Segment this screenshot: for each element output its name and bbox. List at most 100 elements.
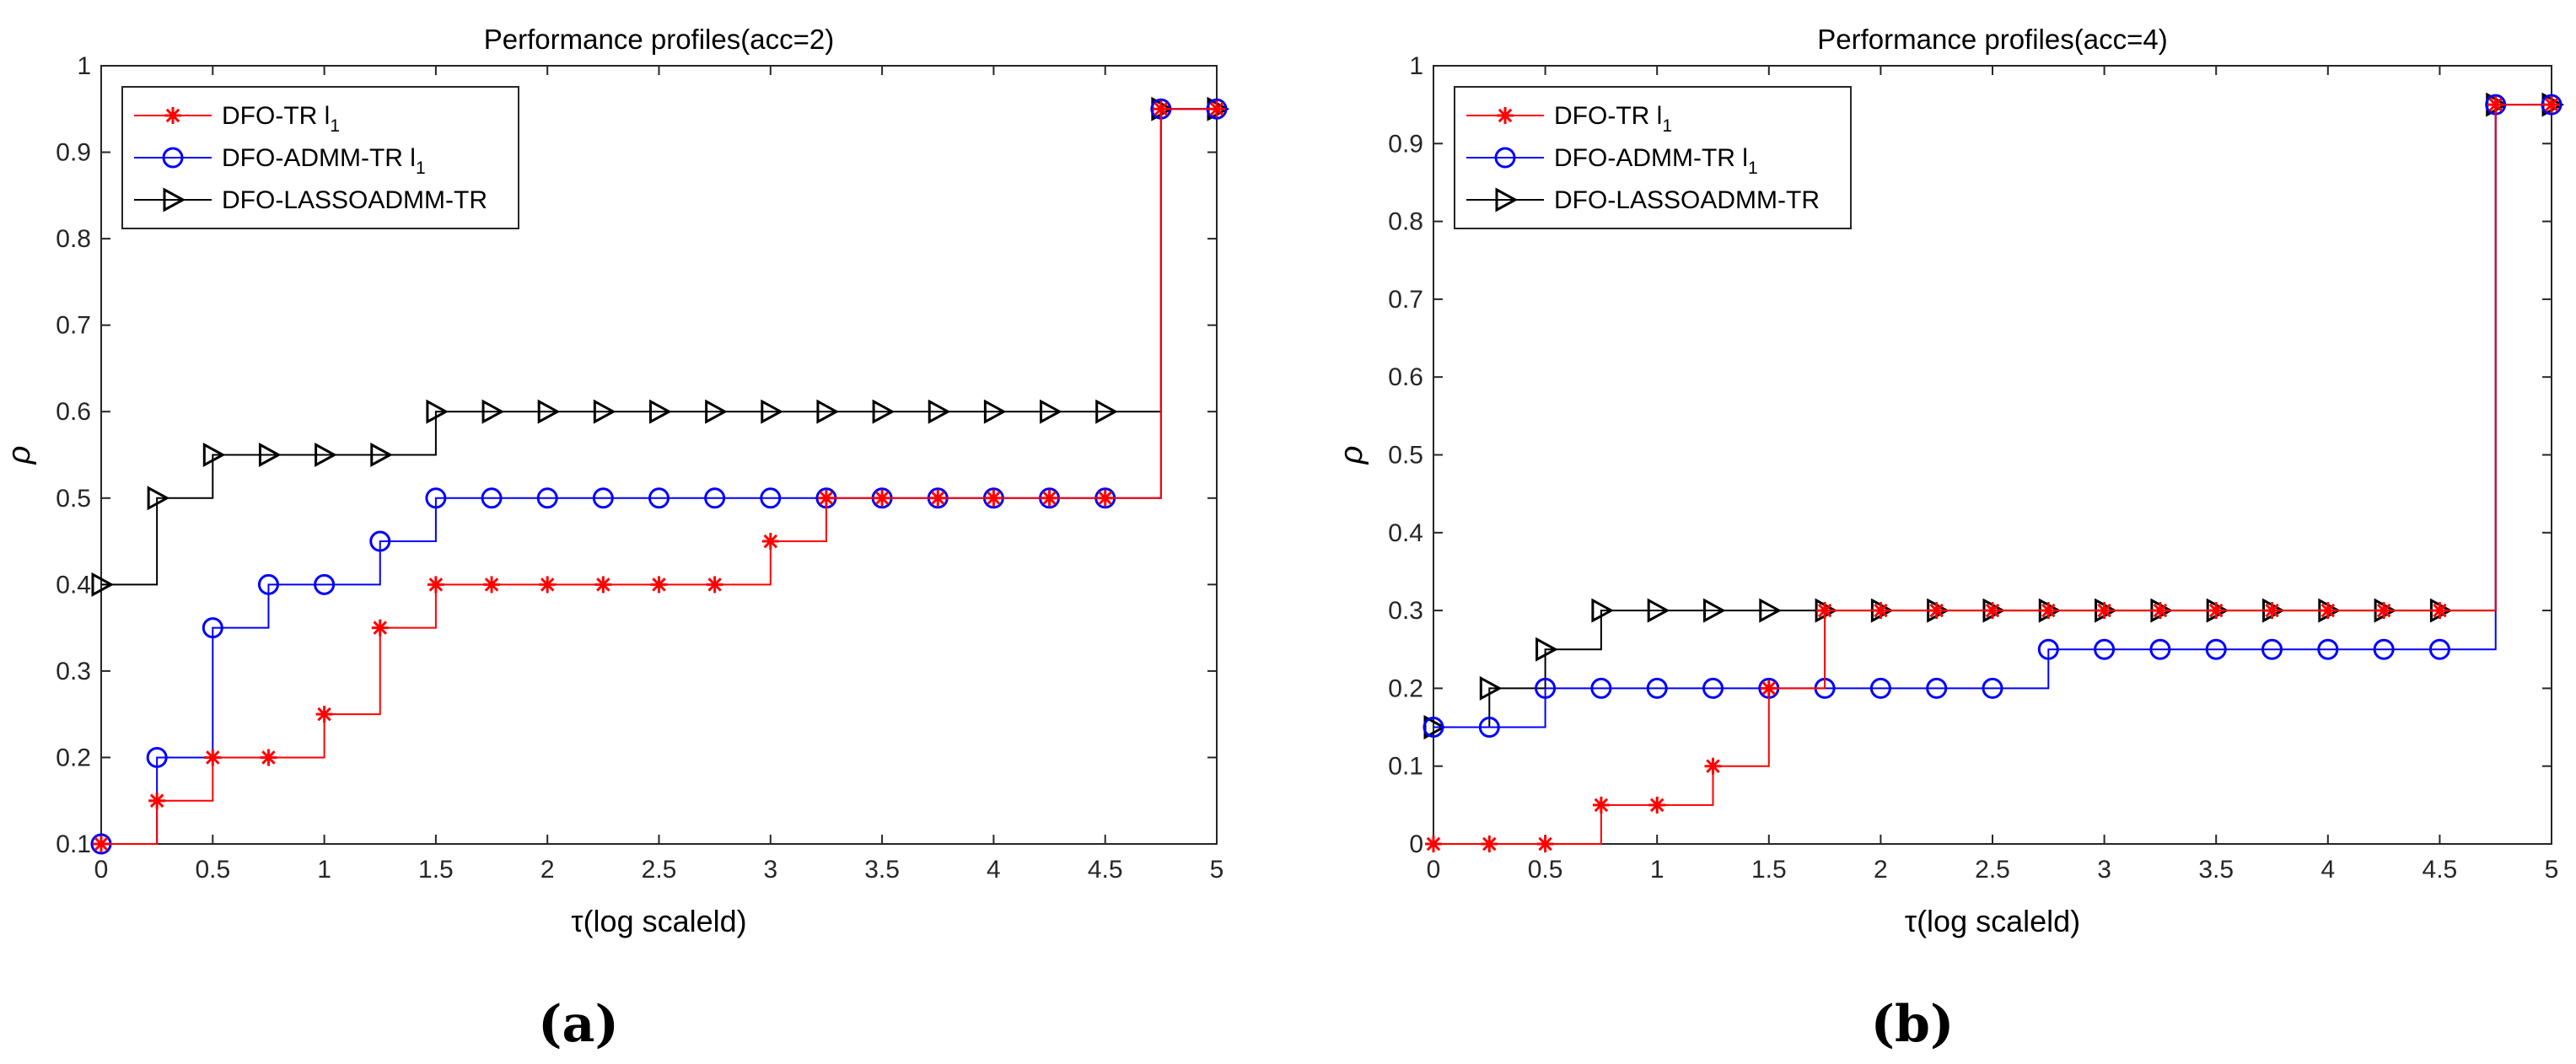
legend-label-main: DFO-ADMM-TR l [222, 144, 416, 172]
data-point-triangle-right [872, 399, 895, 424]
data-point-triangle-right [816, 399, 840, 424]
x-tick-label: 1.5 [418, 856, 454, 884]
data-point-triangle-right [1535, 637, 1558, 662]
data-point-circle [2373, 638, 2395, 660]
legend-label-main: DFO-TR l [222, 102, 330, 130]
legend-label: DFO-LASSOADMM-TR [222, 186, 487, 214]
y-tick-label: 0 [1409, 830, 1423, 858]
y-tick-label: 0.1 [56, 830, 91, 858]
data-point-triangle-right [202, 442, 226, 468]
data-point-triangle-right [1759, 598, 1782, 623]
data-point-asterisk [2431, 602, 2449, 620]
data-point-triangle-right [1703, 598, 1726, 623]
series-asterisk [1425, 96, 2560, 852]
x-tick-label: 2 [1874, 856, 1888, 884]
data-point-asterisk [1704, 757, 1722, 775]
data-point-asterisk [204, 749, 222, 766]
data-point-asterisk [985, 489, 1003, 507]
data-point-asterisk [2319, 602, 2337, 620]
data-point-triangle-right [258, 442, 282, 468]
y-tick-label: 0.3 [56, 658, 91, 685]
legend-label-main: DFO-TR l [1554, 102, 1662, 130]
data-point-circle [481, 487, 503, 509]
x-tick-label: 0 [1427, 856, 1441, 884]
data-point-triangle-right [370, 442, 393, 468]
data-point-circle [1422, 717, 1444, 739]
x-tick-label: 2.5 [642, 856, 677, 884]
data-point-asterisk [2095, 602, 2113, 620]
x-tick-label: 1.5 [1751, 856, 1787, 884]
x-tick-label: 4.5 [1088, 856, 1123, 884]
data-point-asterisk [2543, 96, 2560, 114]
legend-label: DFO-LASSOADMM-TR [1554, 186, 1820, 214]
panel-label: (a) [538, 995, 619, 1054]
data-point-asterisk [1208, 100, 1225, 118]
data-point-triangle-right [147, 486, 170, 511]
data-point-triangle-right [1479, 675, 1503, 701]
data-point-asterisk [761, 533, 779, 551]
data-point-circle [1646, 677, 1668, 699]
y-tick-label: 0.8 [56, 225, 91, 253]
x-tick-label: 3 [2097, 856, 2111, 884]
x-tick-label: 1 [317, 856, 331, 884]
y-tick-label: 0.7 [1388, 286, 1423, 314]
data-point-triangle-right [1591, 598, 1615, 623]
data-point-circle [2205, 638, 2227, 660]
data-point-asterisk [1928, 602, 1945, 620]
legend-label-main: DFO-LASSOADMM-TR [1554, 186, 1820, 214]
y-tick-label: 0.6 [56, 398, 91, 426]
y-tick-label: 0.3 [1388, 597, 1423, 625]
y-tick-label: 0.2 [56, 744, 91, 771]
legend: DFO-TR l1 DFO-ADMM-TR l 1 DFO-LASSOADMM-TR [121, 86, 519, 229]
data-point-triangle-right [983, 399, 1007, 424]
x-tick-label: 0 [94, 856, 109, 884]
data-point-triangle-right [761, 399, 783, 424]
data-point-circle [2149, 638, 2171, 660]
x-axis-label: τ(log scaleld) [571, 904, 746, 938]
data-point-asterisk [371, 619, 389, 637]
legend-label-main: DFO-ADMM-TR l [1554, 144, 1748, 172]
y-tick-label: 0.7 [56, 312, 91, 340]
data-point-circle [1869, 677, 1891, 699]
y-tick-label: 0.5 [1388, 442, 1423, 470]
x-tick-label: 5 [1210, 856, 1224, 884]
legend-marker-triangle-right [1495, 187, 1519, 212]
data-point-asterisk [260, 749, 277, 766]
legend-label: DFO-TR l1 [222, 102, 340, 136]
data-point-asterisk [929, 489, 947, 507]
data-point-circle [1535, 677, 1557, 699]
data-point-circle [146, 746, 168, 768]
y-tick-label: 0.8 [1388, 208, 1423, 236]
data-point-circle [257, 573, 279, 595]
data-point-circle [202, 617, 223, 639]
data-point-triangle-right [1095, 399, 1118, 424]
x-tick-label: 4 [987, 856, 1001, 884]
data-point-circle [1982, 677, 2003, 699]
legend-label-subscript: 1 [1748, 159, 1758, 178]
data-point-asterisk [2040, 602, 2057, 620]
legend-marker-circle [1494, 147, 1516, 169]
data-point-triangle-right [315, 442, 337, 468]
data-point-asterisk [483, 576, 501, 594]
panel-label: (b) [1871, 995, 1955, 1054]
x-tick-label: 3.5 [2198, 856, 2234, 884]
data-point-triangle-right [705, 399, 728, 424]
data-point-circle [536, 487, 558, 509]
data-point-triangle-right [426, 399, 449, 424]
data-point-asterisk [594, 576, 612, 594]
x-tick-label: 4.5 [2423, 856, 2458, 884]
data-point-asterisk [1096, 489, 1114, 507]
y-tick-label: 0.4 [56, 571, 91, 599]
data-point-circle [2094, 638, 2116, 660]
legend-marker-circle [162, 147, 184, 169]
x-tick-label: 1 [1650, 856, 1664, 884]
data-point-triangle-right [91, 572, 115, 597]
data-point-triangle-right [649, 399, 672, 424]
data-point-asterisk [315, 706, 333, 723]
x-tick-label: 0.5 [195, 856, 230, 884]
legend-label-subscript: 1 [330, 116, 340, 136]
data-point-asterisk [93, 836, 110, 852]
